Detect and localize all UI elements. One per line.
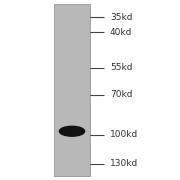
Ellipse shape [59, 126, 85, 136]
Text: 35kd: 35kd [110, 13, 132, 22]
Text: 40kd: 40kd [110, 28, 132, 37]
Text: 55kd: 55kd [110, 63, 132, 72]
Text: 70kd: 70kd [110, 90, 132, 99]
Text: 130kd: 130kd [110, 159, 138, 168]
Text: 100kd: 100kd [110, 130, 138, 139]
Bar [54, 4, 90, 176]
